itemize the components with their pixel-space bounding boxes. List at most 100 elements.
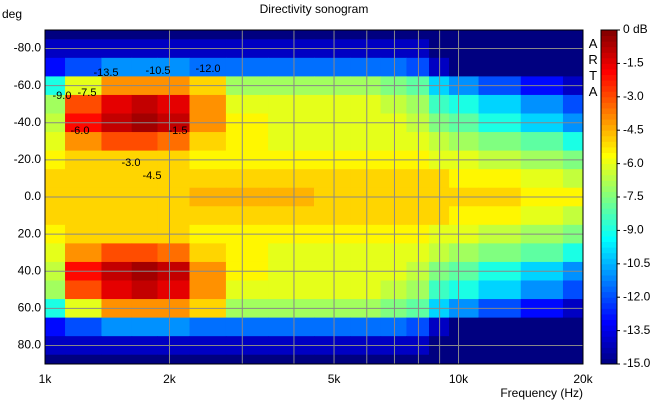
- colorbar-band: [601, 52, 617, 59]
- colorbar-band: [601, 46, 617, 53]
- colorbar-tick-label: -1.5: [623, 56, 644, 70]
- heat-cell: [520, 94, 564, 114]
- heat-cell: [157, 132, 191, 152]
- heat-cell: [157, 354, 191, 364]
- colorbar-band: [601, 235, 617, 243]
- colorbar-band: [601, 180, 617, 187]
- heat-cell: [189, 94, 227, 114]
- heat-cell: [350, 169, 382, 189]
- colorbar-band: [601, 241, 617, 248]
- heat-cell: [101, 206, 133, 226]
- heat-cell: [65, 30, 102, 40]
- colorbar-band: [601, 130, 617, 137]
- colorbar-band: [601, 80, 617, 87]
- colorbar-band: [601, 30, 617, 37]
- y-tick-label: 40.0: [18, 263, 42, 277]
- colorbar-tick-label: -7.5: [623, 189, 644, 203]
- overlay: 1k 2k 5k 10k 20k -80.0 -60.0 -40.0 -20.0 0.0 20.0 4…: [14, 22, 651, 386]
- heat-cell: [314, 354, 351, 364]
- heat-cell: [189, 206, 227, 226]
- y-tick-label: 60.0: [18, 301, 42, 315]
- heat-cell: [131, 280, 158, 300]
- heat-cell: [45, 243, 66, 263]
- heat-cell: [449, 94, 480, 114]
- colorbar-band: [601, 96, 617, 103]
- heat-cell: [380, 30, 407, 40]
- heat-cell: [101, 57, 133, 77]
- colorbar-tick-label: -6.0: [623, 156, 644, 170]
- colorbar-band: [601, 102, 617, 109]
- heat-cell: [562, 57, 583, 77]
- colorbar-band: [601, 174, 617, 181]
- x-tick-label: 1k: [39, 372, 53, 386]
- colorbar-band: [601, 319, 617, 326]
- heat-cell: [520, 132, 564, 152]
- colorbar-band: [601, 247, 617, 254]
- heat-cell: [478, 206, 522, 226]
- colorbar-band: [601, 347, 617, 354]
- heat-cell: [131, 206, 158, 226]
- heat-cell: [65, 57, 102, 77]
- heat-cell: [520, 57, 564, 77]
- contour-label: -12.0: [195, 63, 220, 75]
- heat-cell: [314, 169, 351, 189]
- heat-cell: [65, 132, 102, 152]
- heat-cell: [314, 30, 351, 40]
- contour-label: -10.5: [145, 65, 170, 77]
- colorbar-band: [601, 352, 617, 359]
- heat-cell: [189, 280, 227, 300]
- heat-cell: [45, 57, 66, 77]
- heat-cell: [350, 354, 382, 364]
- heat-cell: [478, 243, 522, 263]
- heat-cell: [101, 132, 133, 152]
- heat-cell: [350, 317, 382, 337]
- heat-cell: [562, 317, 583, 337]
- colorbar-band: [601, 302, 617, 309]
- colorbar-band: [601, 308, 617, 315]
- heat-cell: [350, 132, 382, 152]
- heat-cell: [380, 317, 407, 337]
- y-tick-label: 20.0: [18, 226, 42, 240]
- colorbar-band: [601, 274, 617, 281]
- colorbar-tick-label: -15.0: [623, 356, 651, 370]
- heat-cell: [131, 354, 158, 364]
- colorbar-band: [601, 280, 617, 287]
- plot-border: [44, 29, 584, 365]
- heat-cell: [350, 206, 382, 226]
- heat-cell: [380, 94, 407, 114]
- heat-cell: [314, 206, 351, 226]
- heat-cell: [314, 94, 351, 114]
- heat-cell: [268, 57, 315, 77]
- heat-cell: [350, 94, 382, 114]
- heat-cell: [478, 132, 522, 152]
- heat-cell: [157, 94, 191, 114]
- colorbar-band: [601, 113, 617, 120]
- heat-cell: [380, 169, 407, 189]
- heat-cell: [562, 280, 583, 300]
- heat-cell: [449, 132, 480, 152]
- heat-cell: [268, 206, 315, 226]
- y-axis-label: deg: [2, 7, 22, 21]
- heat-cell: [189, 243, 227, 263]
- colorbar-band: [601, 358, 617, 365]
- heat-cell: [157, 30, 191, 40]
- y-tick-label: -60.0: [14, 78, 42, 92]
- heat-cell: [562, 94, 583, 114]
- heat-cell: [131, 57, 158, 77]
- heat-cell: [562, 169, 583, 189]
- colorbar-band: [601, 219, 617, 226]
- colorbar-band: [601, 330, 617, 337]
- colorbar-band: [601, 258, 617, 265]
- heat-cell: [520, 243, 564, 263]
- heat-cell: [478, 354, 522, 364]
- heat-cell: [225, 30, 269, 40]
- colorbar-band: [601, 146, 617, 153]
- heat-cell: [65, 280, 102, 300]
- colorbar-tick-label: -4.5: [623, 122, 644, 136]
- heat-cell: [189, 30, 227, 40]
- heat-cell: [562, 30, 583, 40]
- colorbar-band: [601, 263, 617, 270]
- heat-cell: [225, 206, 269, 226]
- heat-cell: [189, 132, 227, 152]
